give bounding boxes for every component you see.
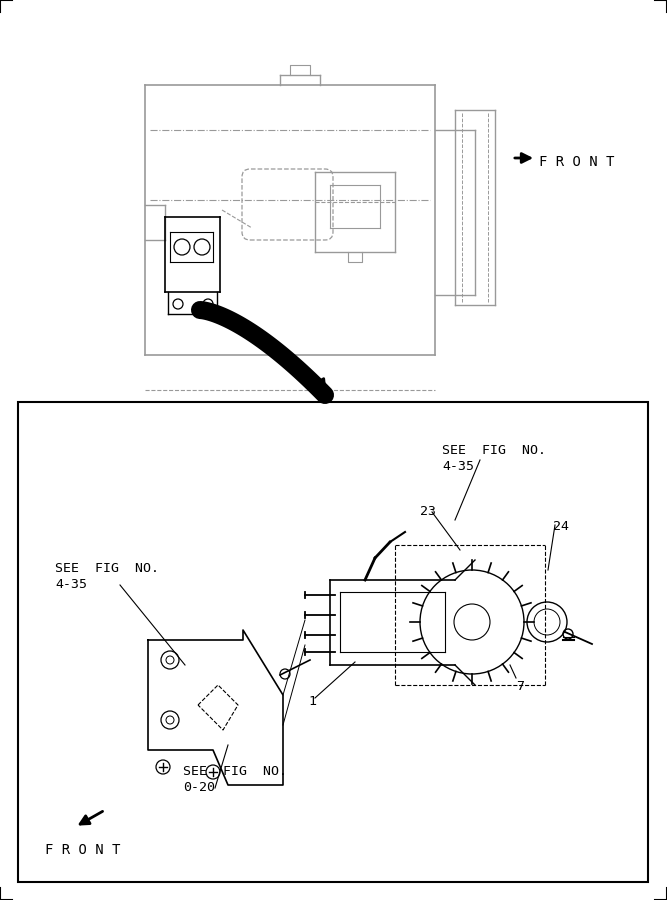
Text: 1: 1 bbox=[308, 695, 316, 708]
Text: SEE  FIG  NO.: SEE FIG NO. bbox=[55, 562, 159, 575]
Text: 23: 23 bbox=[420, 505, 436, 518]
Text: SEE  FIG  NO.: SEE FIG NO. bbox=[183, 765, 287, 778]
Bar bbox=[18, 402, 648, 882]
Text: 4-35: 4-35 bbox=[442, 460, 474, 473]
Text: 24: 24 bbox=[553, 520, 569, 533]
Text: 7: 7 bbox=[516, 680, 524, 693]
Text: F R O N T: F R O N T bbox=[539, 155, 614, 169]
Text: 4-35: 4-35 bbox=[55, 578, 87, 591]
Text: 0-20: 0-20 bbox=[183, 781, 215, 794]
Text: SEE  FIG  NO.: SEE FIG NO. bbox=[442, 444, 546, 457]
Text: F R O N T: F R O N T bbox=[45, 843, 120, 857]
